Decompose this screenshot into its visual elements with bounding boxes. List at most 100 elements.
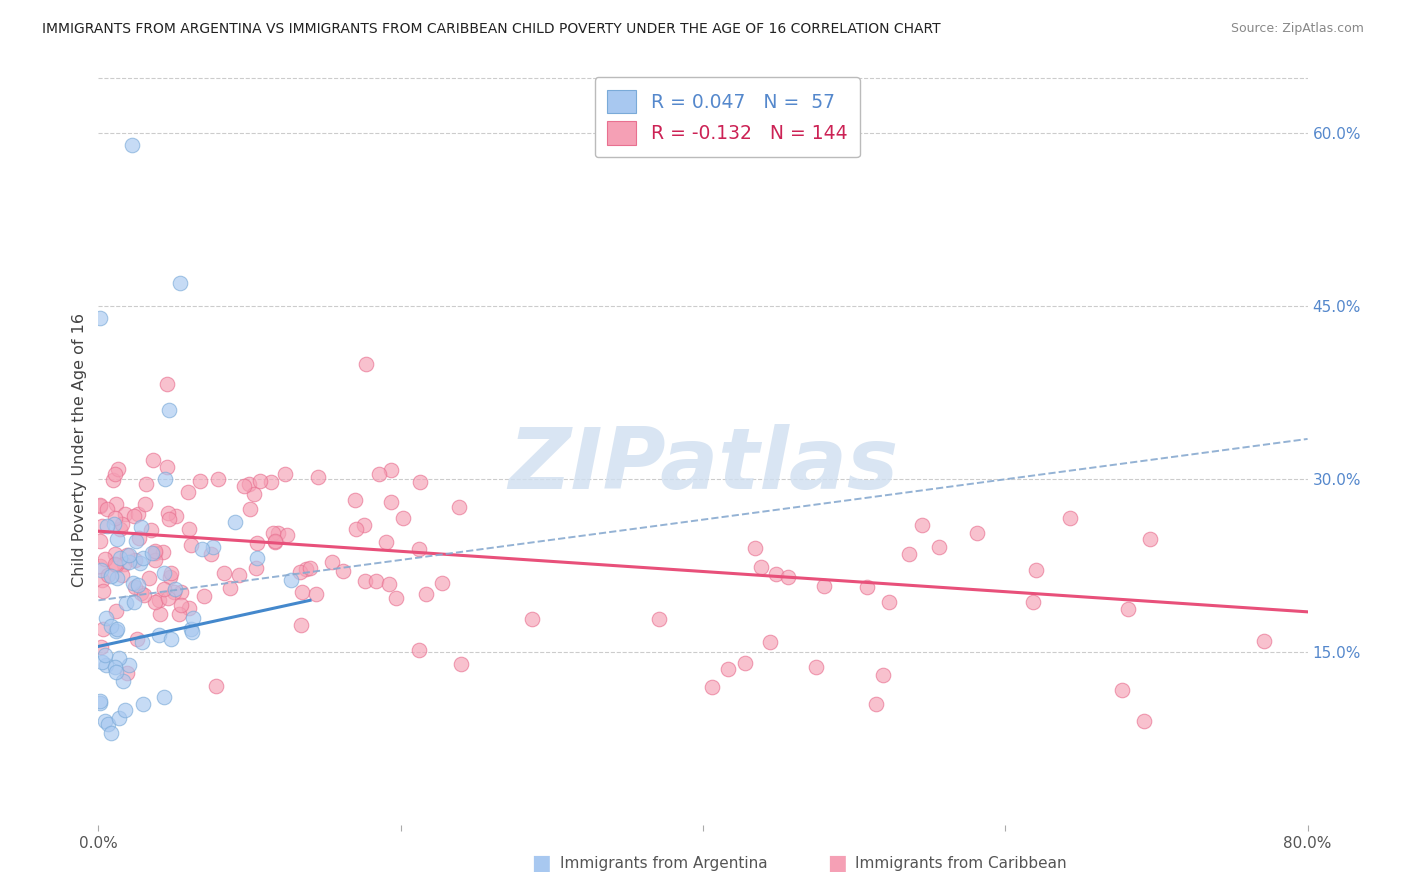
Point [911,518,934,533]
Point [89,693,111,707]
Point [108,711,131,725]
Point [107,462,129,476]
Point [125,534,148,549]
Point [201,540,224,554]
Point [153,582,176,596]
Point [749,560,772,574]
Point [105,497,128,511]
Point [813,579,835,593]
Point [100,726,122,740]
Point [138,571,160,585]
Point [177,484,200,499]
Point [193,589,215,603]
Point [112,674,135,689]
Point [188,474,211,488]
Point [759,635,782,649]
Point [141,546,163,560]
Point [97,717,120,731]
Point [368,467,391,481]
Point [122,594,145,608]
Point [132,551,155,566]
Point [105,570,128,584]
Point [104,558,127,572]
Point [114,596,136,610]
Point [152,545,174,559]
Point [380,463,402,477]
Text: ZIPatlas: ZIPatlas [508,424,898,507]
Point [143,595,166,609]
Point [153,566,176,581]
Point [114,508,136,522]
Point [135,477,157,491]
Point [117,665,139,680]
Point [100,569,122,583]
Point [380,495,402,509]
Point [104,660,127,674]
Point [344,522,367,536]
Point [149,607,172,622]
Point [200,547,222,561]
Point [103,473,125,487]
Point [93,552,115,566]
Point [273,467,295,481]
Point [157,507,180,521]
Point [91,622,114,636]
Point [156,459,179,474]
Point [245,561,267,575]
Point [96,519,118,533]
Point [91,584,114,599]
Point [118,556,141,570]
Point [294,562,316,576]
Point [157,591,180,605]
Point [305,587,328,601]
Point [167,607,190,621]
Point [343,492,366,507]
Point [262,525,284,540]
Point [108,522,131,536]
Point [90,640,112,654]
Point [374,534,396,549]
Point [128,532,150,546]
Point [259,475,281,489]
Point [191,541,214,556]
Point [298,561,321,575]
Point [1116,602,1139,616]
Point [765,566,787,581]
Point [104,467,127,481]
Point [156,377,179,392]
Point [228,568,250,582]
Text: Immigrants from Argentina: Immigrants from Argentina [560,856,768,871]
Point [865,697,887,711]
Point [124,553,146,567]
Point [96,658,118,673]
Point [246,536,269,550]
Point [129,520,152,534]
Point [131,635,153,649]
Point [249,474,271,488]
Point [385,591,408,606]
Point [648,612,671,626]
Point [91,519,114,533]
Point [243,487,266,501]
Point [170,598,193,612]
Point [169,277,191,291]
Point [152,690,174,704]
Point [89,310,111,325]
Point [180,538,202,552]
Point [90,563,112,577]
Point [290,566,312,580]
Y-axis label: Child Poverty Under the Age of 16: Child Poverty Under the Age of 16 [72,313,87,588]
Point [124,508,146,523]
Point [392,510,415,524]
Point [115,548,138,562]
Text: Immigrants from Caribbean: Immigrants from Caribbean [855,856,1067,871]
Point [291,584,314,599]
Point [364,574,387,588]
Point [267,526,290,541]
Point [125,632,148,647]
Point [97,567,120,582]
Point [1059,510,1081,524]
Point [181,625,204,640]
Point [105,665,128,680]
Point [163,585,186,599]
